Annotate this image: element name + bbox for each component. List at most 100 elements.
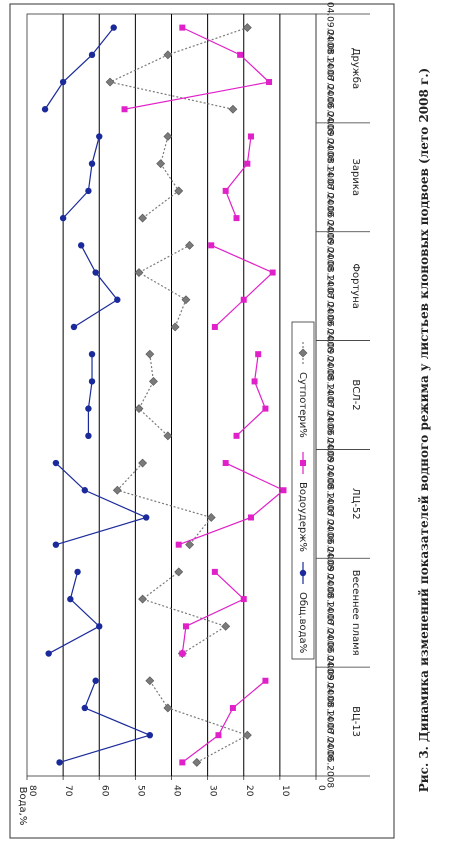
data-point bbox=[208, 242, 215, 249]
data-point bbox=[215, 732, 222, 739]
series-line bbox=[142, 136, 180, 219]
x-tick-label: 04.08.2008 bbox=[325, 573, 335, 625]
y-tick-label: 40 bbox=[172, 785, 182, 797]
data-point bbox=[110, 24, 117, 31]
data-point bbox=[143, 514, 150, 521]
data-point bbox=[233, 432, 240, 439]
data-point bbox=[211, 568, 218, 575]
x-tick-label: 14.07.2008 bbox=[325, 274, 335, 326]
series-1 bbox=[105, 23, 252, 767]
y-tick-label: 0 bbox=[316, 785, 326, 791]
data-point bbox=[138, 458, 148, 468]
data-point bbox=[242, 730, 252, 740]
group-label: ВЦ-13 bbox=[350, 706, 361, 737]
x-tick-label: 14.07.2008 bbox=[325, 601, 335, 653]
data-point bbox=[163, 703, 173, 713]
data-point bbox=[185, 240, 194, 250]
series-line bbox=[87, 354, 93, 436]
series-line bbox=[73, 245, 119, 328]
x-tick-label: 04.08.2008 bbox=[325, 138, 335, 190]
data-point bbox=[96, 623, 103, 630]
data-point bbox=[88, 378, 96, 385]
x-tick-label: 14.07.2008 bbox=[325, 165, 335, 217]
series-line bbox=[138, 354, 169, 437]
data-point bbox=[88, 160, 96, 167]
series-line bbox=[149, 680, 249, 763]
data-point bbox=[240, 596, 247, 603]
x-tick-label: 04.09.2008 bbox=[325, 220, 335, 272]
series-line bbox=[108, 27, 248, 110]
y-tick-label: 60 bbox=[99, 785, 109, 797]
series-line bbox=[225, 136, 252, 219]
x-tick-label: 14.07.2008 bbox=[325, 709, 335, 761]
series-2 bbox=[121, 24, 287, 766]
data-point bbox=[237, 51, 244, 58]
x-tick-label: 04.08.2008 bbox=[325, 247, 335, 299]
series-3 bbox=[41, 24, 154, 766]
data-point bbox=[67, 595, 74, 603]
x-tick-label: 04.08.2008 bbox=[325, 29, 335, 81]
data-point bbox=[81, 704, 89, 712]
data-point bbox=[222, 460, 229, 467]
y-tick-label: 80 bbox=[27, 785, 37, 797]
data-point bbox=[266, 79, 273, 86]
data-point bbox=[221, 621, 231, 631]
data-point bbox=[300, 460, 306, 466]
figure-caption: Рис. 3. Динамика изменений показателей в… bbox=[417, 67, 431, 793]
data-point bbox=[179, 759, 186, 766]
series-line bbox=[210, 244, 274, 328]
x-tick-label: 04.09.2008 bbox=[325, 328, 335, 380]
x-tick-label: 04.06.2008 bbox=[325, 737, 335, 789]
data-point bbox=[247, 133, 254, 140]
series-line bbox=[141, 571, 228, 655]
data-point bbox=[112, 485, 122, 495]
data-point bbox=[228, 104, 238, 114]
data-point bbox=[45, 650, 52, 657]
x-tick-label: 14.07.2008 bbox=[325, 383, 335, 435]
data-point bbox=[52, 541, 60, 548]
series-line bbox=[137, 244, 190, 328]
x-tick-label: 04.06.2008 bbox=[325, 83, 335, 135]
data-point bbox=[174, 186, 184, 196]
data-point bbox=[88, 350, 96, 358]
data-point bbox=[255, 351, 262, 358]
data-point bbox=[280, 487, 287, 494]
x-tick-label: 04.08.2008 bbox=[325, 682, 335, 734]
legend-box bbox=[291, 321, 315, 660]
data-point bbox=[114, 296, 121, 303]
x-tick-label: 04.09.2008 bbox=[325, 2, 335, 54]
series-line bbox=[181, 571, 245, 654]
data-point bbox=[170, 322, 180, 332]
x-tick-label: 04.09.2008 bbox=[325, 655, 335, 707]
x-tick-label: 04.06.2008 bbox=[325, 628, 335, 680]
x-tick-label: 04.08.2008 bbox=[325, 356, 335, 408]
data-point bbox=[163, 431, 173, 441]
data-point bbox=[149, 376, 158, 386]
x-tick-label: 14.07.2008 bbox=[325, 56, 335, 108]
series-line bbox=[116, 462, 213, 546]
data-point bbox=[146, 731, 154, 739]
data-point bbox=[85, 187, 92, 195]
data-point bbox=[105, 77, 115, 87]
data-point bbox=[41, 106, 49, 113]
x-tick-label: 04.09.2008 bbox=[325, 437, 335, 489]
data-point bbox=[211, 323, 218, 330]
series-line bbox=[48, 571, 101, 655]
caption-container: Рис. 3. Динамика изменений показателей в… bbox=[402, 20, 446, 840]
y-tick-label: 10 bbox=[280, 785, 290, 797]
x-tick-label: 04.06.2008 bbox=[325, 301, 335, 353]
series-line bbox=[59, 680, 152, 763]
data-point bbox=[138, 594, 148, 604]
data-point bbox=[244, 160, 251, 167]
data-point bbox=[85, 432, 92, 440]
series-line bbox=[55, 462, 148, 546]
data-point bbox=[145, 349, 155, 359]
group-label: ВСЛ-2 bbox=[350, 379, 361, 410]
y-tick-label: 30 bbox=[208, 785, 218, 797]
data-point bbox=[59, 214, 67, 222]
data-point bbox=[179, 24, 186, 31]
data-point bbox=[175, 541, 182, 548]
data-point bbox=[92, 677, 99, 684]
data-point bbox=[251, 378, 258, 385]
